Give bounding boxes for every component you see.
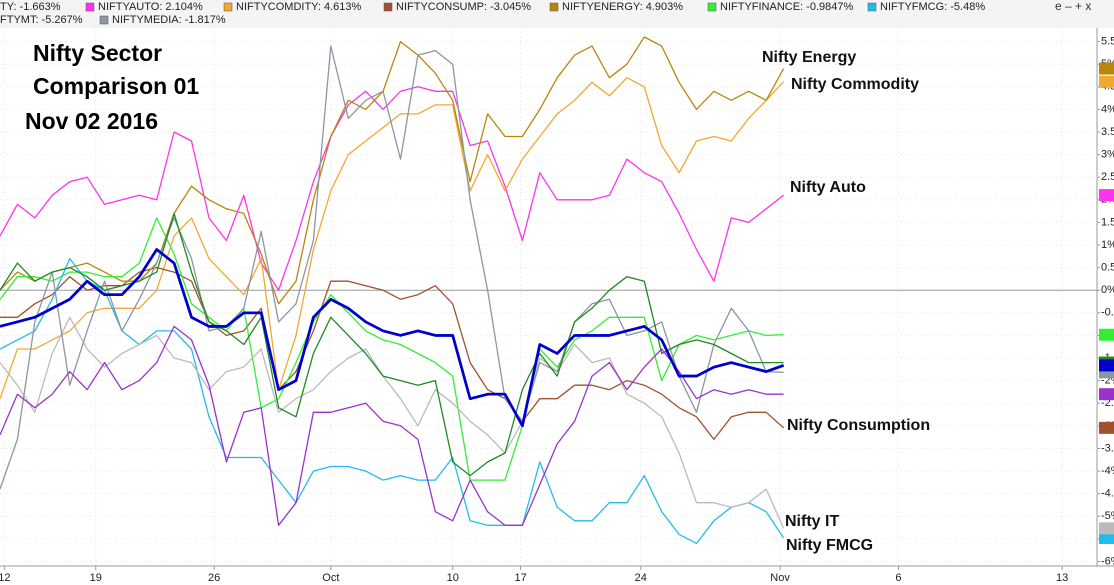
series-line <box>0 36 785 305</box>
y-tick-label: 1% <box>1101 239 1114 251</box>
series-line <box>0 212 784 477</box>
y-tick-label: 5.5% <box>1101 35 1114 47</box>
y-tick-label: -6% <box>1101 555 1114 567</box>
end-tag <box>1099 328 1114 341</box>
legend-label: TY: -1.663% <box>0 1 61 13</box>
y-tick-label: 3.5% <box>1101 126 1114 138</box>
y-tick-label: 3% <box>1101 148 1114 160</box>
annotation: Nifty Consumption <box>787 417 930 434</box>
end-tag <box>1099 522 1114 535</box>
legend-swatch <box>223 2 233 12</box>
legend-label: NIFTYAUTO: 2.104% <box>98 1 203 13</box>
end-tag <box>1099 75 1114 88</box>
series-line <box>0 257 785 545</box>
legend: TY: -1.663% NIFTYAUTO: 2.104% NIFTYCOMDITY… <box>0 1 985 26</box>
legend-swatch <box>707 2 717 12</box>
x-tick-label: 17 <box>515 572 527 584</box>
annotation: Nifty Commodity <box>791 76 919 93</box>
y-tick-label: 0.5% <box>1101 262 1114 274</box>
end-tag <box>1099 189 1114 202</box>
legend-label: NIFTYCOMDITY: 4.613% <box>236 1 362 13</box>
series-line <box>0 325 784 526</box>
series-line <box>0 77 785 399</box>
y-tick-label: -3.5% <box>1101 442 1114 454</box>
legend-swatch <box>549 2 559 12</box>
series-line <box>0 45 784 490</box>
x-tick-label: 13 <box>1056 572 1068 584</box>
chart-title: Nov 02 2016 <box>25 108 158 134</box>
end-tag <box>1099 359 1114 372</box>
y-tick-label: -5% <box>1101 510 1114 522</box>
y-tick-label: 0% <box>1101 284 1114 296</box>
window-controls[interactable]: e – + x <box>1055 0 1091 13</box>
legend-label: FTYMT: -5.267% <box>0 14 83 26</box>
x-tick-label: 10 <box>447 572 459 584</box>
x-tick-label: 6 <box>895 572 901 584</box>
grid: 5.5%5%4.5%4%3.5%3%2.5%2%1.5%1%0.5%0%-0.5… <box>0 28 1114 584</box>
chart-title: Nifty Sector <box>33 40 162 66</box>
y-tick-label: -0.5% <box>1101 307 1114 319</box>
y-tick-label: -4% <box>1101 465 1114 477</box>
x-tick-label: Oct <box>322 572 339 584</box>
x-tick-label: 12 <box>0 572 10 584</box>
end-tag <box>1099 62 1114 75</box>
y-tick-label: 4% <box>1101 103 1114 115</box>
y-tick-label: 1.5% <box>1101 216 1114 228</box>
end-tag <box>1099 388 1114 401</box>
legend-swatch <box>85 2 95 12</box>
y-tick-label: -4.5% <box>1101 488 1114 500</box>
annotation: Nifty IT <box>785 513 839 530</box>
legend-swatch <box>867 2 877 12</box>
series-line <box>0 248 785 428</box>
legend-label: NIFTYENERGY: 4.903% <box>562 1 683 13</box>
x-tick-label: 24 <box>635 572 647 584</box>
series-line <box>0 86 785 291</box>
legend-label: NIFTYMEDIA: -1.817% <box>112 14 226 26</box>
series-line <box>0 316 785 529</box>
legend-swatch <box>99 15 109 25</box>
x-tick-label: Nov <box>770 572 790 584</box>
series-line <box>0 266 785 441</box>
end-tag <box>1099 531 1114 544</box>
legend-label: NIFTYCONSUMP: -3.045% <box>396 1 531 13</box>
annotation: Nifty Energy <box>762 49 856 66</box>
legend-label: NIFTYFINANCE: -0.9847% <box>720 1 853 13</box>
legend-label: NIFTYFMCG: -5.48% <box>880 1 985 13</box>
chart-title: Comparison 01 <box>33 73 199 99</box>
end-tag <box>1099 421 1114 434</box>
legend-swatch <box>383 2 393 12</box>
y-tick-label: 2.5% <box>1101 171 1114 183</box>
annotation: Nifty Auto <box>790 179 866 196</box>
x-tick-label: 19 <box>90 572 102 584</box>
series-line <box>0 217 784 481</box>
plot <box>0 36 1114 545</box>
x-tick-label: 26 <box>208 572 220 584</box>
annotation: Nifty FMCG <box>786 537 873 554</box>
